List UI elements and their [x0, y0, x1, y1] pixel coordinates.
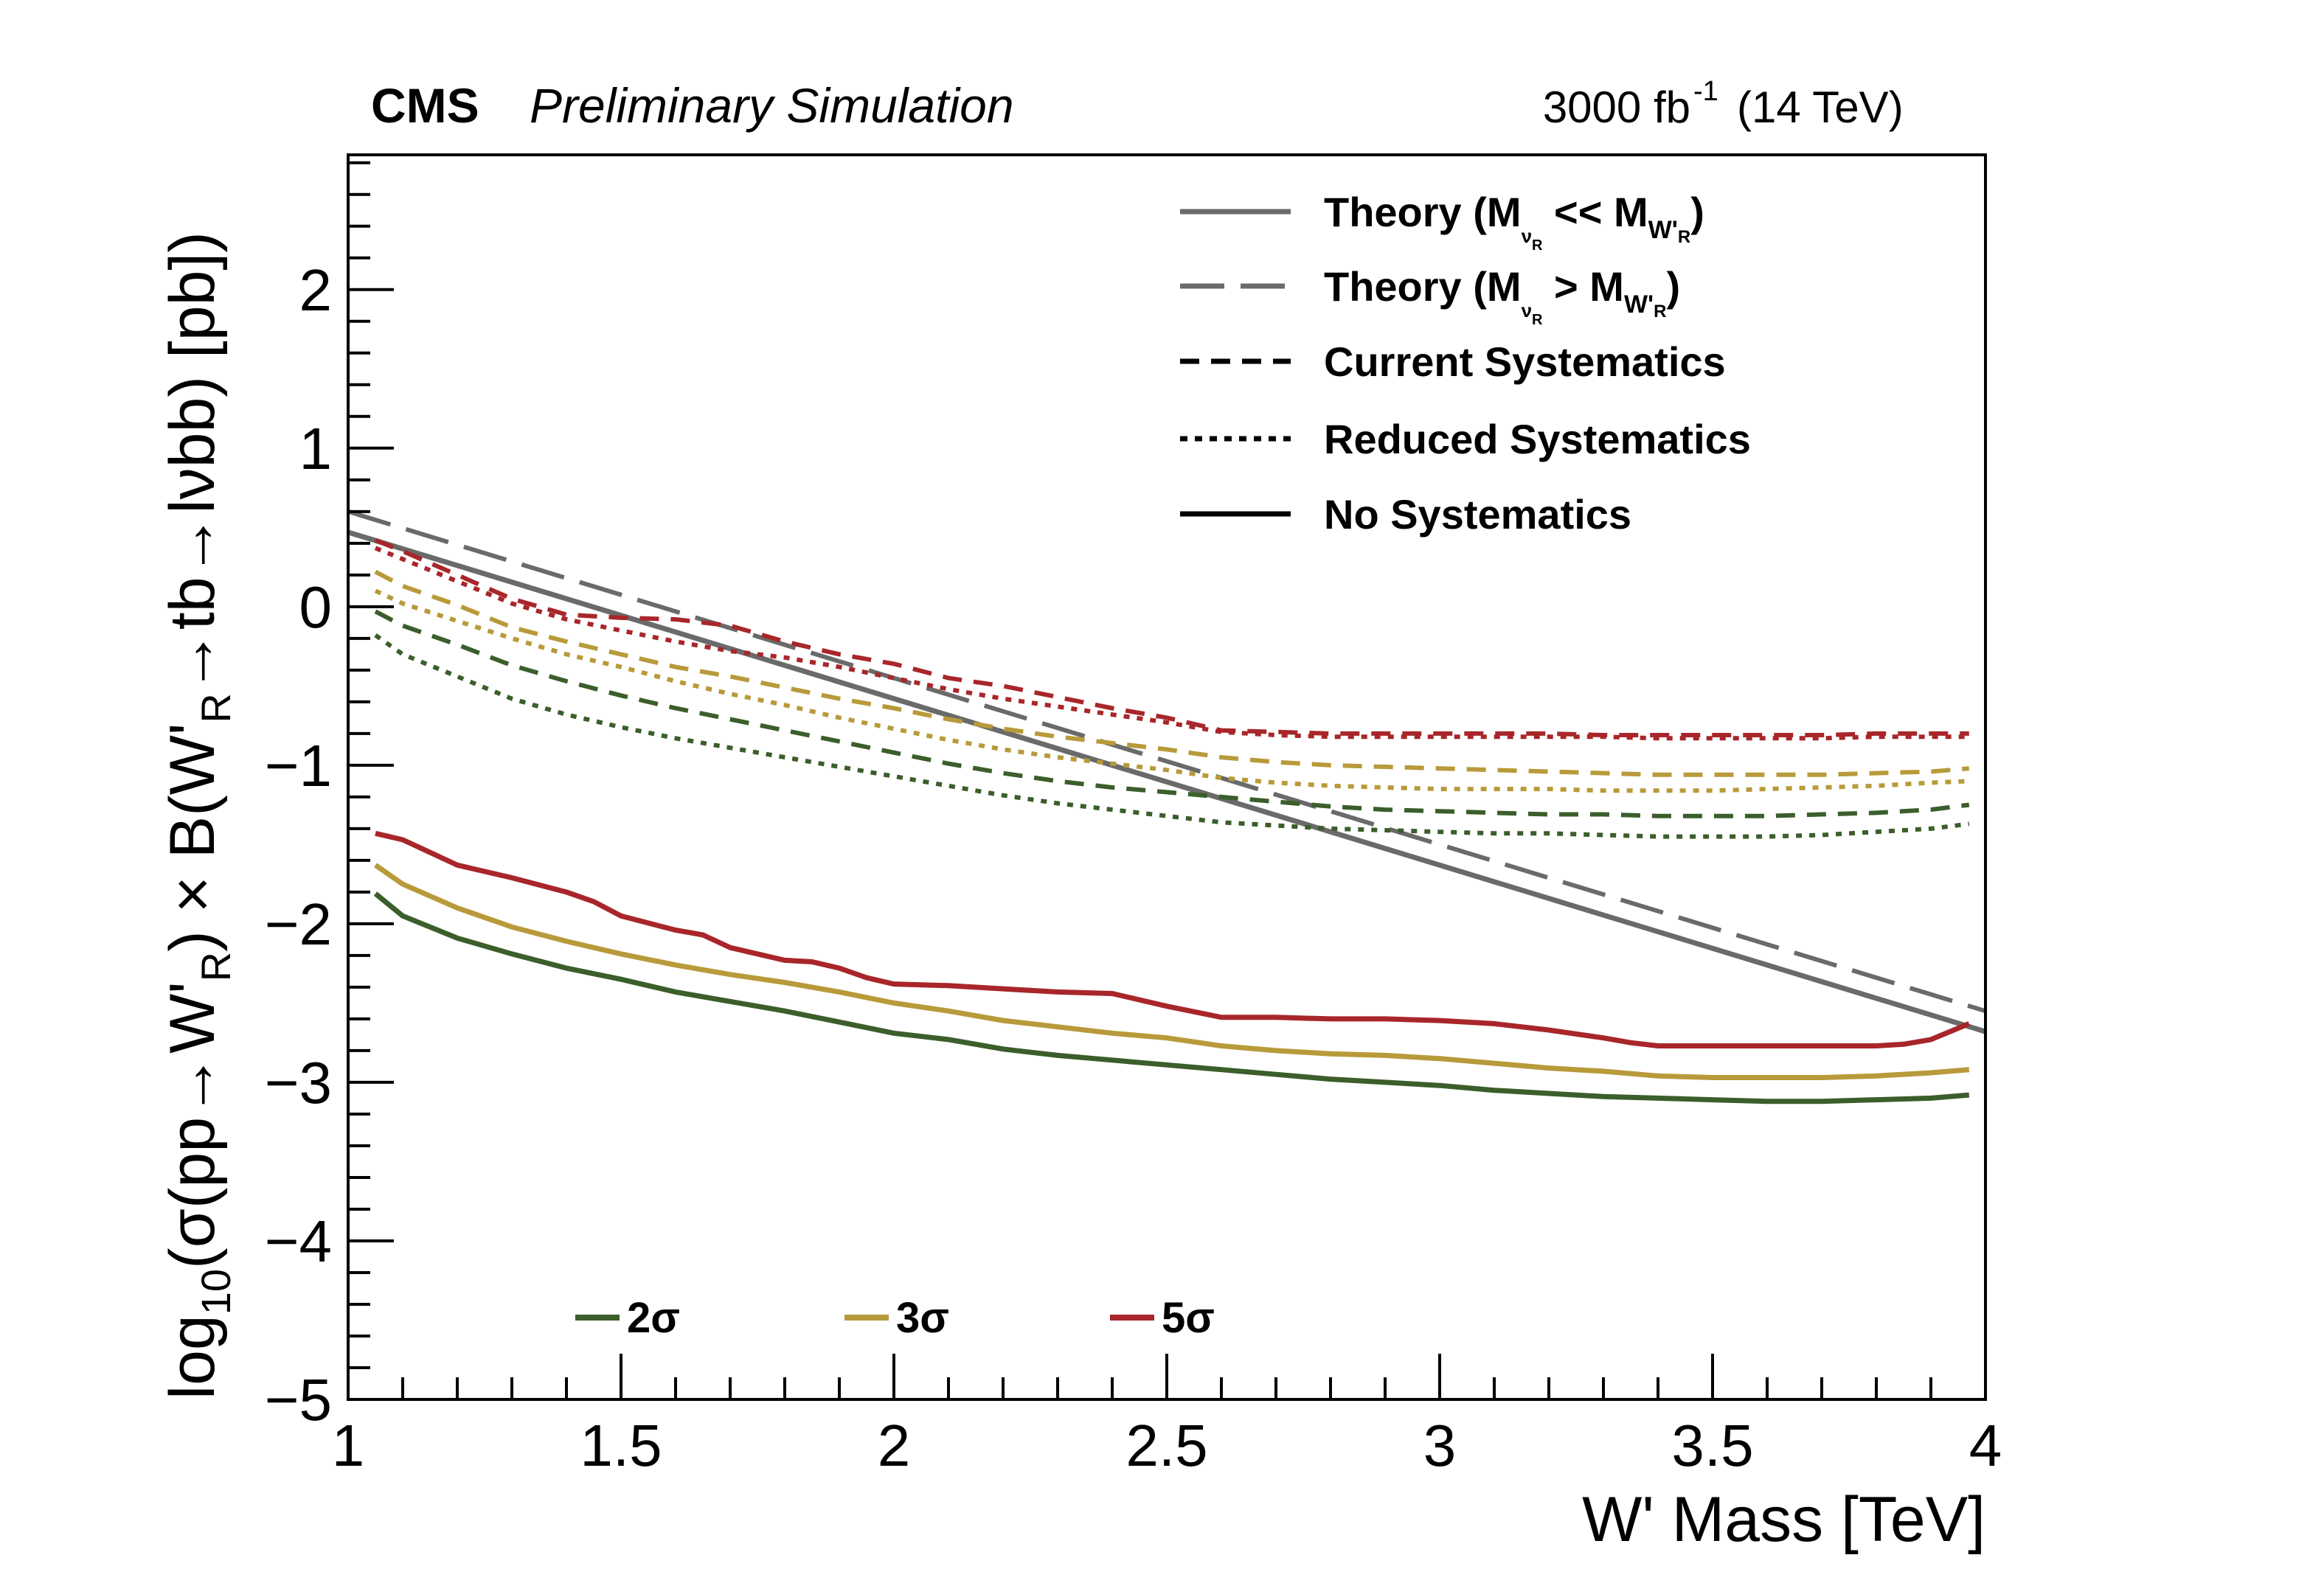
lumi-exponent: -1 [1693, 76, 1718, 107]
legend-label-3sigma: 3σ [896, 1294, 949, 1342]
plot-frame [347, 153, 1987, 1401]
series-line-5 [374, 569, 1970, 777]
y-tick-label-4: −2 [265, 891, 332, 957]
energy-label: (14 TeV) [1737, 83, 1904, 132]
series-layer [348, 509, 1985, 1104]
series-line-7 [373, 863, 1970, 1080]
x-tick-label-2: 2 [878, 1413, 911, 1478]
y-tick-label-3: −1 [265, 733, 332, 799]
legend-label-5sigma: 5σ [1162, 1294, 1215, 1342]
y-axis-label-text: log10(σ(pp→W'R) × B(W'R→tb→lνbb) [pb]) [157, 232, 239, 1399]
ticks-layer: 1 1.5 2 2.5 3 3.5 4 2 1 0 −1 −2 −3 −4 −5 [265, 161, 2002, 1478]
series-line-10 [373, 891, 1970, 1104]
y-tick-label-2: 0 [299, 574, 333, 640]
x-tick-label-3: 2.5 [1125, 1413, 1207, 1478]
series-line-3 [374, 546, 1969, 741]
legend-label-2sigma: 2σ [627, 1294, 680, 1342]
x-tick-label-1: 1.5 [580, 1413, 662, 1478]
legend-label-nosys: No Systematics [1324, 491, 1631, 538]
x-tick-label-4: 3 [1423, 1413, 1457, 1478]
series-line-2 [374, 538, 1969, 737]
lumi-label: 3000 fb [1543, 83, 1690, 132]
x-tick-label-0: 1 [332, 1413, 365, 1478]
series-line-6 [374, 588, 1969, 793]
series-line-4 [375, 830, 1971, 1048]
legend-label-theory-light: Theory (MνR << MW'R) [1324, 189, 1704, 254]
legend-sigma: 2σ 3σ 5σ [575, 1294, 1215, 1342]
x-axis-label: W' Mass [TeV] [1582, 1484, 1985, 1555]
legend-styles: Theory (MνR << MW'R) Theory (MνR > MW'R)… [1180, 189, 1751, 538]
legend-label-reduced: Reduced Systematics [1324, 416, 1751, 462]
legend-label-theory-heavy: Theory (MνR > MW'R) [1324, 263, 1680, 328]
y-tick-label-1: 1 [299, 416, 333, 481]
y-tick-label-6: −4 [265, 1208, 332, 1274]
y-tick-label-0: 2 [299, 257, 333, 323]
chart-title: CMS [371, 78, 479, 133]
series-line-0 [348, 529, 1985, 1034]
series-line-8 [374, 609, 1970, 818]
x-tick-label-5: 3.5 [1671, 1413, 1753, 1478]
legend-label-current: Current Systematics [1324, 338, 1726, 385]
series-line-1 [348, 509, 1985, 1014]
x-tick-label-6: 4 [1969, 1413, 2002, 1478]
y-axis-label: log10(σ(pp→W'R) × B(W'R→tb→lνbb) [pb]) [157, 232, 239, 1399]
y-tick-label-5: −3 [265, 1050, 332, 1116]
chart-subtitle: Preliminary Simulation [530, 78, 1014, 133]
y-tick-label-7: −5 [265, 1367, 332, 1433]
